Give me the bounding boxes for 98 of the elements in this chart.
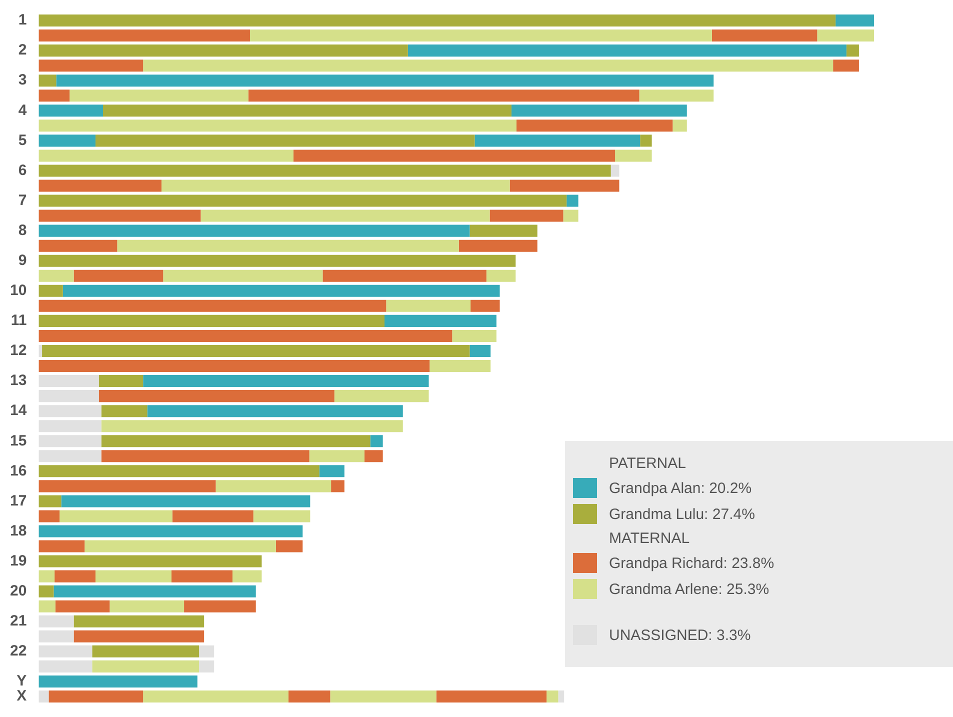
bar [62, 284, 500, 297]
y-tick-label: 13 [10, 372, 27, 390]
y-tick-label: 10 [10, 282, 27, 300]
bar [458, 240, 538, 252]
bar [330, 690, 436, 702]
bar [143, 60, 834, 72]
bar [276, 540, 303, 552]
bar [430, 360, 491, 372]
bar [474, 134, 640, 147]
y-tick-label: 15 [10, 432, 27, 450]
bar [386, 300, 471, 312]
y-tick-label: 20 [10, 582, 27, 600]
y-tick-label: 8 [18, 222, 27, 239]
bar [408, 44, 846, 57]
bar [172, 510, 254, 522]
annotation: MATERNAL [609, 530, 691, 547]
bar [546, 690, 558, 702]
y-tick-label: 7 [18, 192, 27, 209]
bar [510, 180, 620, 192]
bar [184, 600, 256, 612]
bar [38, 14, 836, 27]
y-tick-label: 22 [10, 642, 27, 660]
bar [38, 224, 470, 237]
y-tick-label: 11 [10, 312, 27, 330]
bar [38, 134, 96, 147]
bar [38, 44, 408, 57]
bar [322, 270, 486, 282]
bar [384, 314, 496, 327]
bar [470, 344, 491, 357]
category-label: Grandpa Richard: 23.8% [609, 554, 774, 572]
bar [712, 30, 818, 42]
bar [161, 180, 510, 192]
bar [38, 74, 56, 87]
bar [319, 465, 344, 478]
bar [172, 570, 232, 582]
bar [56, 74, 714, 87]
category-label: UNASSIGNED: 3.3% [609, 626, 751, 644]
category-label: Grandma Lulu: 27.4% [609, 506, 755, 522]
y-tick-label: 3 [18, 72, 27, 89]
bar [216, 480, 332, 492]
bar [836, 14, 874, 27]
bar [38, 194, 567, 207]
bar [54, 585, 256, 598]
bar [101, 420, 403, 432]
bar [117, 240, 459, 252]
bar [38, 555, 262, 568]
y-tick-label: 6 [18, 162, 27, 179]
y-tick-label: 9 [18, 252, 27, 269]
bar [200, 210, 490, 222]
y-tick-label: 2 [18, 42, 27, 59]
y-tick-label: 21 [10, 612, 27, 630]
bar [38, 314, 385, 327]
y-tick-label: Y [16, 672, 27, 690]
bar [38, 284, 63, 297]
bar [470, 300, 500, 312]
bar [250, 30, 712, 42]
y-tick-label: 14 [10, 402, 28, 420]
bar [486, 270, 516, 282]
bar [288, 690, 330, 702]
bar [248, 90, 640, 102]
bar [833, 60, 859, 72]
category-label: Grandpa Alan: 20.2% [609, 480, 752, 496]
y-tick-label: 19 [10, 552, 27, 570]
y-tick-label: 5 [18, 132, 27, 149]
bar [38, 585, 54, 598]
bar [60, 510, 172, 522]
bar [147, 405, 403, 418]
bar [70, 90, 248, 102]
y-tick-label: 17 [10, 492, 27, 510]
bar [364, 450, 383, 462]
y-tick-label: 16 [10, 462, 27, 480]
bar [490, 210, 564, 222]
bar [38, 104, 104, 117]
bar [84, 540, 276, 552]
category-label: Grandma Arlene: 25.3% [609, 580, 770, 598]
bar [370, 435, 383, 448]
bar [61, 495, 310, 508]
y-tick-label: 4 [18, 102, 28, 119]
bar [232, 570, 262, 582]
y-tick-label: 18 [10, 522, 27, 540]
bar [558, 690, 564, 702]
bar [92, 660, 200, 672]
bar [143, 375, 429, 388]
bar [436, 690, 547, 702]
bar [38, 465, 320, 478]
bar [452, 330, 496, 342]
y-tick-label: 1 [18, 12, 27, 29]
bar [38, 254, 516, 267]
y-tick-label: 12 [10, 342, 27, 360]
bar [566, 194, 578, 207]
bar [38, 525, 303, 538]
bar [511, 104, 687, 117]
y-tick-label: X [16, 688, 27, 705]
bar [38, 495, 62, 508]
bar [38, 164, 611, 177]
bar [38, 675, 198, 688]
annotation: PATERNAL [609, 455, 687, 472]
bar [331, 480, 344, 492]
